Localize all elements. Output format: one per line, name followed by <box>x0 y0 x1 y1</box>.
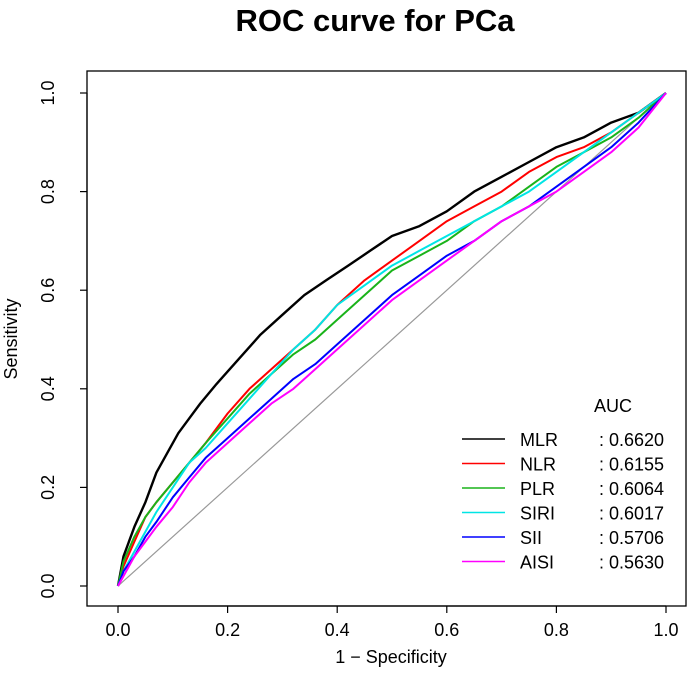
legend-auc-aisi: : 0.5630 <box>599 553 664 573</box>
x-tick-label: 0.0 <box>105 620 130 640</box>
legend-title: AUC <box>594 396 632 416</box>
y-tick-label: 0.8 <box>38 179 58 204</box>
chart-title: ROC curve for PCa <box>235 3 515 38</box>
legend-auc-mlr: : 0.6620 <box>599 430 664 450</box>
y-axis: 0.0 0.2 0.4 0.6 0.8 1.0 Sensitivity <box>1 80 88 599</box>
plot-area <box>86 70 687 607</box>
x-tick-label: 1.0 <box>653 620 678 640</box>
x-axis: 0.0 0.2 0.4 0.6 0.8 1.0 1 − Specificity <box>105 605 679 667</box>
x-tick-label: 0.4 <box>325 620 350 640</box>
roc-line-siri <box>117 92 667 587</box>
legend-auc-nlr: : 0.6155 <box>599 455 664 475</box>
legend-label-plr: PLR <box>520 479 555 499</box>
x-tick-label: 0.6 <box>434 620 459 640</box>
legend-auc-siri: : 0.6017 <box>599 504 664 524</box>
legend-auc-plr: : 0.6064 <box>599 479 664 499</box>
legend-label-nlr: NLR <box>520 455 556 475</box>
legend-label-aisi: AISI <box>520 553 554 573</box>
y-axis-label: Sensitivity <box>1 298 21 379</box>
legend-label-sii: SII <box>520 528 542 548</box>
legend-label-siri: SIRI <box>520 504 555 524</box>
y-tick-label: 0.4 <box>38 376 58 401</box>
x-tick-label: 0.2 <box>215 620 240 640</box>
roc-line-sii <box>117 92 667 587</box>
y-tick-label: 0.0 <box>38 573 58 598</box>
y-tick-label: 1.0 <box>38 80 58 105</box>
y-tick-label: 0.2 <box>38 475 58 500</box>
legend: AUC MLR : 0.6620 NLR : 0.6155 PLR : 0.6064 SIR… <box>462 396 664 573</box>
x-axis-label: 1 − Specificity <box>335 647 447 667</box>
x-tick-label: 0.8 <box>544 620 569 640</box>
legend-label-mlr: MLR <box>520 430 558 450</box>
series-lines <box>116 92 667 587</box>
legend-auc-sii: : 0.5706 <box>599 528 664 548</box>
plot-frame <box>86 70 687 607</box>
roc-line-plr <box>117 92 667 587</box>
reference-diagonal-line <box>117 92 667 587</box>
y-tick-label: 0.6 <box>38 278 58 303</box>
roc-line-mlr <box>116 92 667 587</box>
roc-line-aisi <box>117 92 667 587</box>
